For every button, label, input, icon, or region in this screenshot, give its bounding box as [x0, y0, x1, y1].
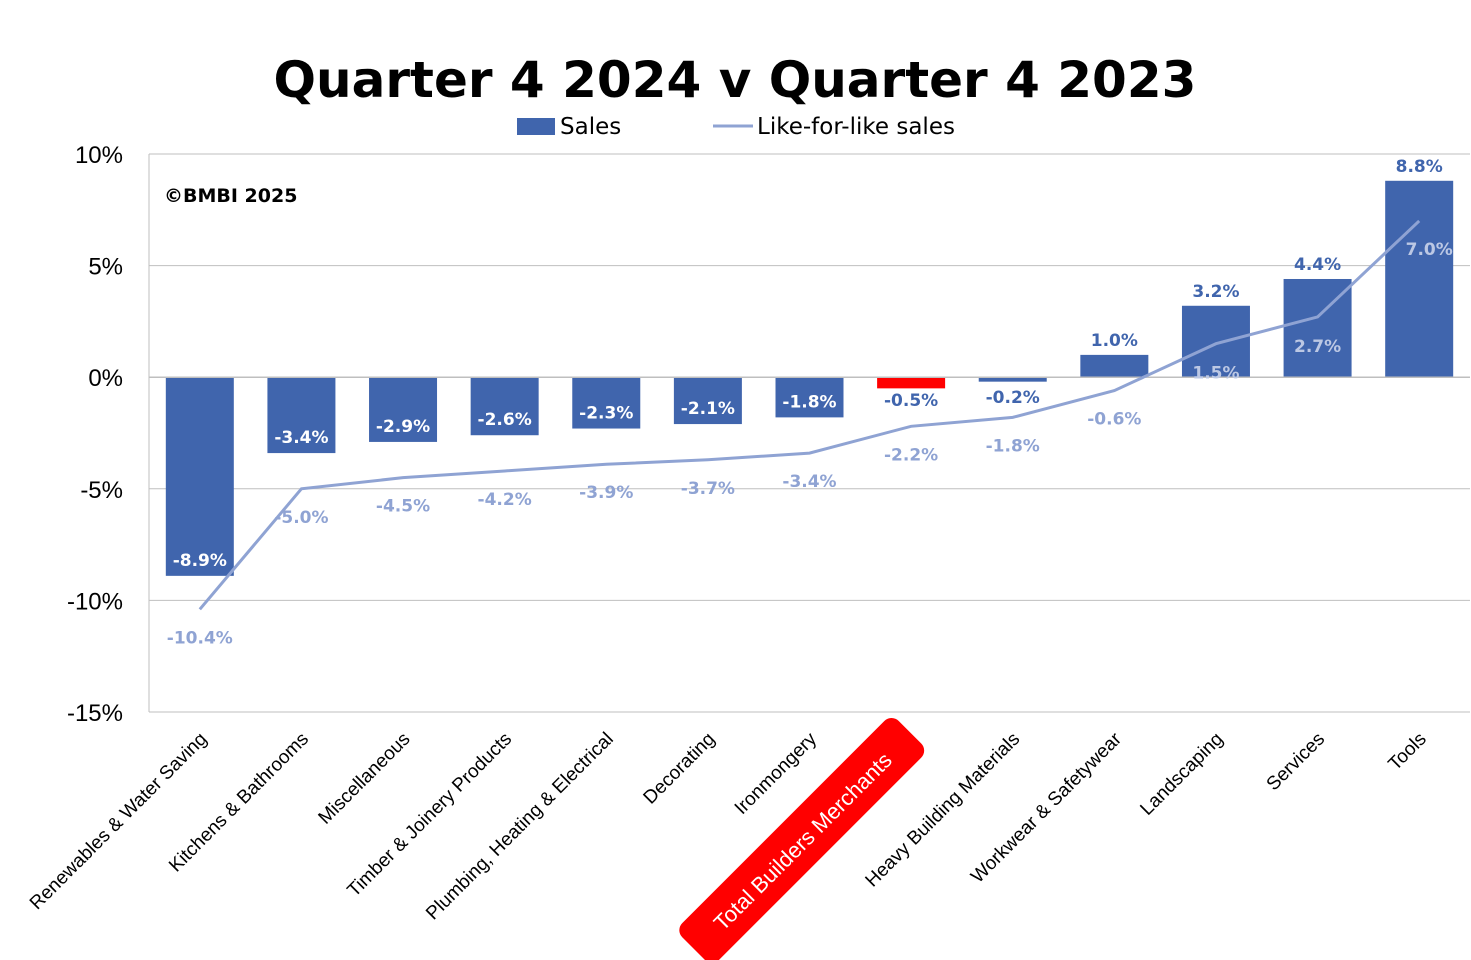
x-tick-label: Timber & Joinery Products	[344, 729, 517, 902]
data-label-lfl: -4.2%	[478, 490, 532, 510]
x-tick-label: Decorating	[640, 729, 720, 809]
bar-sales	[1181, 305, 1250, 378]
y-tick-label: 0%	[88, 365, 123, 392]
x-tick: Decorating	[640, 729, 720, 809]
data-labels-sales: -8.9% -3.4% -2.9% -2.6% -2.3% -2.1% -1.8% -0.5%…	[173, 157, 1443, 571]
data-label-lfl: -0.6%	[1087, 410, 1141, 430]
x-tick: Timber & Joinery Products	[344, 729, 517, 902]
bar-sales	[369, 377, 438, 442]
data-label-sales: -2.9%	[376, 417, 430, 437]
bar-sales	[572, 377, 641, 429]
data-label-sales: -2.6%	[478, 410, 532, 430]
bar-sales	[775, 377, 844, 418]
x-tick-label: Total Builders Merchants	[709, 747, 897, 935]
y-axis-ticks: 10% 5% 0% -5% -10% -15%	[67, 142, 123, 727]
data-label-lfl: 1.5%	[1192, 364, 1239, 384]
data-label-sales: -3.4%	[274, 428, 328, 448]
data-label-lfl: -3.9%	[579, 483, 633, 503]
bar-sales	[1080, 354, 1149, 378]
legend-label-lfl: Like-for-like sales	[757, 114, 955, 140]
bar-sales	[165, 377, 234, 576]
data-label-lfl: -2.2%	[884, 445, 938, 465]
data-label-sales: -0.2%	[986, 388, 1040, 408]
data-label-lfl: 2.7%	[1294, 337, 1341, 357]
data-label-sales: 4.4%	[1294, 255, 1341, 275]
line-like-for-like	[198, 219, 1421, 611]
x-tick-label: Plumbing, Heating & Electrical	[422, 729, 618, 925]
data-label-lfl: -10.4%	[167, 628, 233, 648]
gridlines	[148, 153, 1470, 713]
x-tick-label: Landscaping	[1136, 729, 1227, 820]
chart-title: Quarter 4 2024 v Quarter 4 2023	[274, 51, 1197, 109]
data-label-lfl: -3.7%	[681, 479, 735, 499]
bar-sales	[267, 377, 336, 454]
x-tick-label: Services	[1263, 729, 1329, 795]
x-tick: Miscellaneous	[315, 729, 415, 829]
copyright-annotation: ©BMBI 2025	[164, 185, 297, 207]
bar-sales	[1385, 180, 1454, 378]
data-label-lfl: -1.8%	[986, 436, 1040, 456]
y-tick-label: 5%	[88, 254, 123, 281]
data-label-lfl: -5.0%	[274, 508, 328, 528]
bars-sales	[165, 180, 1454, 576]
y-tick-label: -5%	[80, 477, 123, 504]
y-tick-label: -10%	[67, 588, 123, 615]
x-tick: Plumbing, Heating & Electrical	[422, 729, 618, 925]
data-label-lfl: -4.5%	[376, 497, 430, 517]
y-tick-label: -15%	[67, 700, 123, 727]
x-tick-highlight-badge	[679, 717, 925, 960]
x-tick-label: Miscellaneous	[315, 729, 415, 829]
data-label-sales: -1.8%	[782, 392, 836, 412]
lfl-series-line	[198, 219, 1421, 611]
bar-sales	[673, 377, 742, 425]
data-label-sales: 3.2%	[1192, 282, 1239, 302]
x-tick: Landscaping	[1136, 729, 1227, 820]
legend: Sales Like-for-like sales	[517, 114, 955, 140]
data-label-lfl: -3.4%	[782, 472, 836, 492]
bar-sales	[978, 377, 1047, 382]
x-tick: Services	[1263, 729, 1329, 795]
data-label-lfl: 7.0%	[1406, 240, 1453, 260]
data-label-sales: 8.8%	[1396, 157, 1443, 177]
data-label-sales: 1.0%	[1091, 331, 1138, 351]
data-label-sales: -8.9%	[173, 551, 227, 571]
x-tick-label: Tools	[1385, 729, 1431, 775]
bar-sales	[877, 377, 946, 389]
x-tick-label: Renewables & Water Saving	[26, 729, 211, 914]
bar-sales	[470, 377, 539, 436]
legend-label-sales: Sales	[560, 114, 621, 140]
legend-swatch-sales	[517, 118, 555, 135]
data-label-sales: -2.3%	[579, 404, 633, 424]
y-tick-label: 10%	[75, 142, 123, 169]
data-label-sales: -2.1%	[681, 399, 735, 419]
data-labels-lfl: -10.4% -5.0% -4.5% -4.2% -3.9% -3.7% -3.4% -2.2…	[167, 240, 1453, 648]
data-label-sales: -0.5%	[884, 391, 938, 411]
x-tick: Renewables & Water Saving	[26, 729, 211, 914]
x-tick: Tools	[1385, 729, 1431, 775]
